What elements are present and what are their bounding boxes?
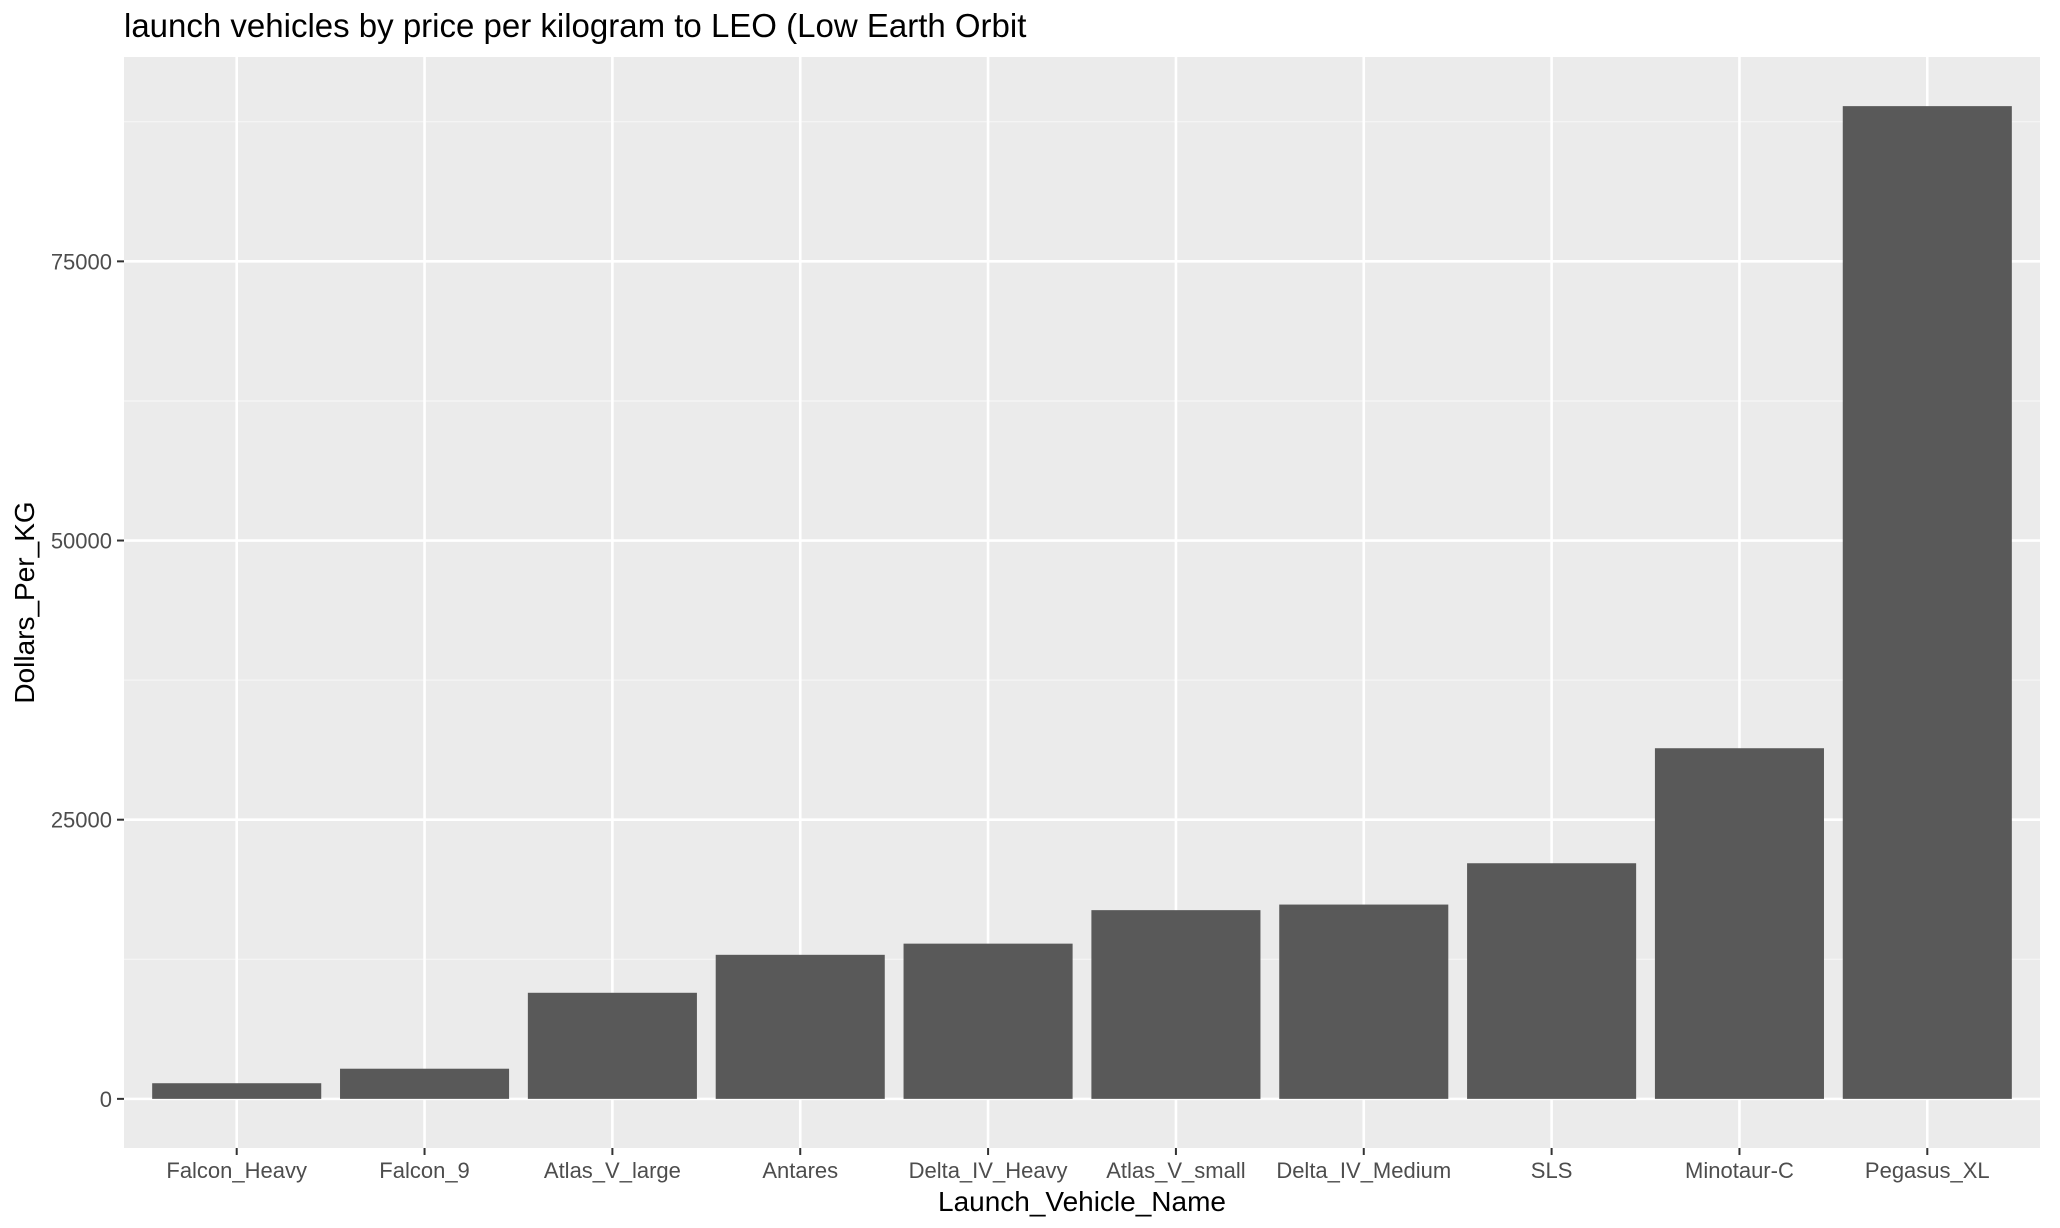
- chart-title: launch vehicles by price per kilogram to…: [124, 7, 1026, 44]
- x-tick-label: Atlas_V_small: [1106, 1158, 1245, 1183]
- y-axis-title: Dollars_Per_KG: [9, 501, 40, 703]
- x-tick-label: Delta_IV_Heavy: [909, 1158, 1068, 1183]
- bar: [1467, 863, 1637, 1099]
- x-tick-label: Falcon_9: [379, 1158, 470, 1183]
- y-axis: 0 25000 50000 75000: [51, 249, 124, 1112]
- y-tick-label: 75000: [51, 249, 112, 274]
- x-tick-label: Delta_IV_Medium: [1276, 1158, 1451, 1183]
- bar: [903, 943, 1073, 1099]
- bars: [152, 106, 2012, 1099]
- x-tick-label: Minotaur-C: [1685, 1158, 1794, 1183]
- bar: [1654, 748, 1824, 1099]
- bar: [1279, 904, 1449, 1099]
- y-tick-label: 50000: [51, 529, 112, 554]
- bar: [152, 1083, 322, 1099]
- bar: [527, 992, 697, 1099]
- y-tick-label: 0: [100, 1087, 112, 1112]
- bar: [1842, 106, 2012, 1099]
- x-axis-title: Launch_Vehicle_Name: [938, 1186, 1226, 1217]
- x-tick-label: SLS: [1531, 1158, 1573, 1183]
- x-tick-label: Atlas_V_large: [544, 1158, 681, 1183]
- x-tick-label: Antares: [762, 1158, 838, 1183]
- x-tick-label: Pegasus_XL: [1865, 1158, 1990, 1183]
- bar: [1091, 910, 1261, 1099]
- x-axis: Falcon_Heavy Falcon_9 Atlas_V_large Antares…: [166, 1148, 1990, 1183]
- bar: [715, 954, 885, 1099]
- x-tick-label: Falcon_Heavy: [166, 1158, 307, 1183]
- bar: [340, 1068, 510, 1099]
- y-tick-label: 25000: [51, 808, 112, 833]
